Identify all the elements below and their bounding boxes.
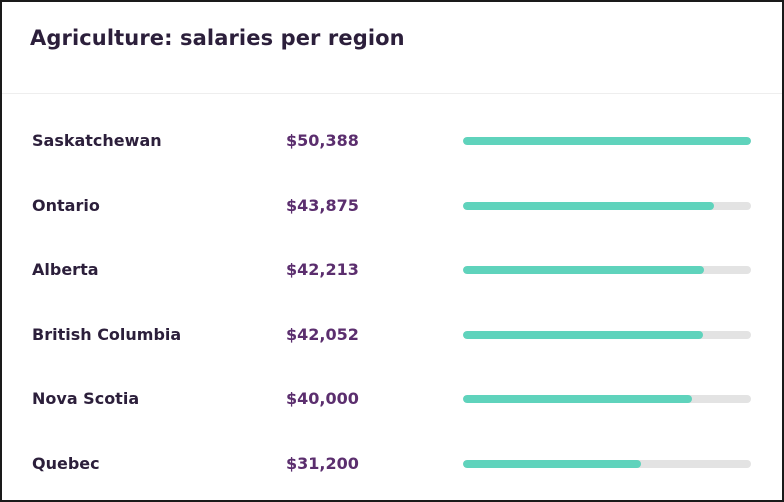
- salary-value: $40,000: [286, 389, 359, 408]
- region-row: Ontario $43,875: [2, 186, 782, 226]
- region-name: Saskatchewan: [32, 131, 162, 150]
- region-name: British Columbia: [32, 325, 182, 344]
- salary-bar-fill: [463, 395, 692, 403]
- salary-bar-fill: [463, 460, 642, 468]
- salary-bar-track: [463, 395, 751, 403]
- salary-bar-track: [463, 331, 751, 339]
- salary-value: $31,200: [286, 454, 359, 473]
- region-name: Quebec: [32, 454, 100, 473]
- region-row: British Columbia $42,052: [2, 315, 782, 355]
- salary-bar-fill: [463, 331, 704, 339]
- salary-value: $42,052: [286, 325, 359, 344]
- card-header: Agriculture: salaries per region: [2, 2, 782, 94]
- region-row: Nova Scotia $40,000: [2, 379, 782, 419]
- salary-value: $50,388: [286, 131, 359, 150]
- region-row: Quebec $31,200: [2, 444, 782, 484]
- salary-bar-track: [463, 266, 751, 274]
- region-name: Alberta: [32, 260, 99, 279]
- card-title: Agriculture: salaries per region: [30, 26, 405, 50]
- salary-bar-fill: [463, 266, 705, 274]
- salary-bar-track: [463, 137, 751, 145]
- salary-value: $43,875: [286, 196, 359, 215]
- salary-bar-track: [463, 202, 751, 210]
- region-row: Saskatchewan $50,388: [2, 121, 782, 161]
- region-row: Alberta $42,213: [2, 250, 782, 290]
- region-name: Nova Scotia: [32, 389, 140, 408]
- salary-bar-track: [463, 460, 751, 468]
- salary-bar-fill: [463, 202, 714, 210]
- salary-value: $42,213: [286, 260, 359, 279]
- salary-bar-fill: [463, 137, 751, 145]
- region-name: Ontario: [32, 196, 100, 215]
